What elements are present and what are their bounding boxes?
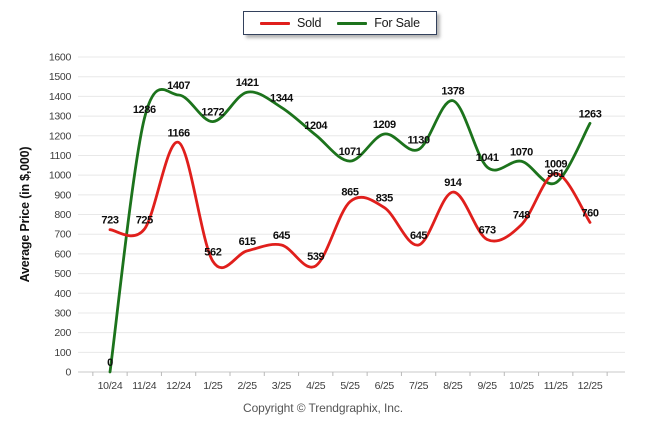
data-label-for-sale: 1407 [167,80,190,92]
data-label-sold: 645 [273,230,290,242]
data-label-for-sale: 1070 [510,146,533,158]
x-axis-tick-label: 12/24 [166,380,191,392]
x-axis-tick-label: 11/25 [544,380,568,392]
data-label-sold: 1166 [167,127,190,139]
y-axis-tick-label: 200 [54,327,71,339]
data-label-for-sale: 1344 [270,92,294,104]
data-label-for-sale: 1204 [304,120,328,132]
series-line-for-sale [108,88,592,374]
data-label-sold: 673 [479,225,496,237]
data-label-for-sale: 1421 [236,77,259,89]
chart-legend: Sold For Sale [243,11,437,35]
data-label-sold: 865 [341,187,358,199]
data-label-for-sale: 0 [107,357,113,369]
data-label-sold: 1009 [544,158,567,170]
data-label-sold: 562 [204,246,221,258]
y-axis-title: Average Price (in $,000) [18,147,32,283]
y-axis-tick-label: 1500 [49,71,72,83]
y-axis-tick-label: 0 [65,367,71,379]
data-label-for-sale: 1041 [476,152,499,164]
y-axis-tick-label: 400 [54,288,71,300]
y-axis-tick-label: 800 [54,209,71,221]
x-axis-tick-label: 12/25 [578,380,603,392]
data-label-sold: 725 [136,214,153,226]
data-label-for-sale: 961 [547,168,564,180]
copyright-text: Copyright © Trendgraphix, Inc. [243,401,403,415]
y-axis-tick-label: 1100 [50,150,72,162]
data-label-for-sale: 1286 [133,104,156,116]
y-axis-tick-label: 900 [54,189,71,201]
y-axis-tick-label: 500 [54,268,71,280]
y-axis-tick-label: 1000 [49,170,72,182]
y-axis-tick-label: 1600 [49,52,72,64]
x-axis-tick-label: 7/25 [409,380,429,392]
y-axis-tick-label: 1300 [49,111,72,123]
data-label-for-sale: 1263 [579,108,602,120]
data-label-sold: 835 [376,193,393,205]
legend-item-sold: Sold [260,16,321,30]
data-label-for-sale: 1272 [201,107,224,119]
data-label-sold: 914 [444,177,462,189]
data-label-for-sale: 1071 [339,146,362,158]
x-axis-tick-label: 11/24 [132,380,156,392]
y-axis-tick-label: 1200 [49,130,72,142]
x-axis-tick-label: 3/25 [272,380,292,392]
data-label-for-sale: 1130 [407,135,430,147]
series-line-sold [108,141,592,270]
for-sale-line-swatch-icon [337,21,368,25]
data-label-sold: 760 [581,207,598,219]
legend-item-for-sale: For Sale [337,16,420,30]
data-label-sold: 748 [513,210,530,222]
legend-label-sold: Sold [297,16,322,30]
legend-label-for-sale: For Sale [374,16,420,30]
x-axis-tick-label: 6/25 [375,380,395,392]
x-axis-tick-label: 5/25 [340,380,360,392]
data-label-sold: 645 [410,230,427,242]
y-axis-tick-label: 600 [54,248,71,260]
data-label-sold: 723 [101,215,118,227]
x-axis-tick-label: 4/25 [306,380,326,392]
y-axis-tick-label: 300 [54,307,71,319]
x-axis-tick-label: 10/25 [509,380,534,392]
data-label-sold: 615 [239,236,256,248]
x-axis-tick-label: 9/25 [478,380,498,392]
data-label-for-sale: 1209 [373,119,396,131]
x-axis-tick-label: 1/25 [203,380,223,392]
x-axis-tick-label: 10/24 [98,380,123,392]
data-label-for-sale: 1378 [441,86,464,98]
x-axis-tick-label: 2/25 [238,380,258,392]
data-label-sold: 539 [307,251,324,263]
y-axis-tick-label: 100 [54,347,71,359]
y-axis-tick-label: 700 [54,229,71,241]
sold-line-swatch-icon [260,21,290,25]
x-axis-tick-label: 8/25 [443,380,463,392]
y-axis-tick-label: 1400 [49,91,72,103]
